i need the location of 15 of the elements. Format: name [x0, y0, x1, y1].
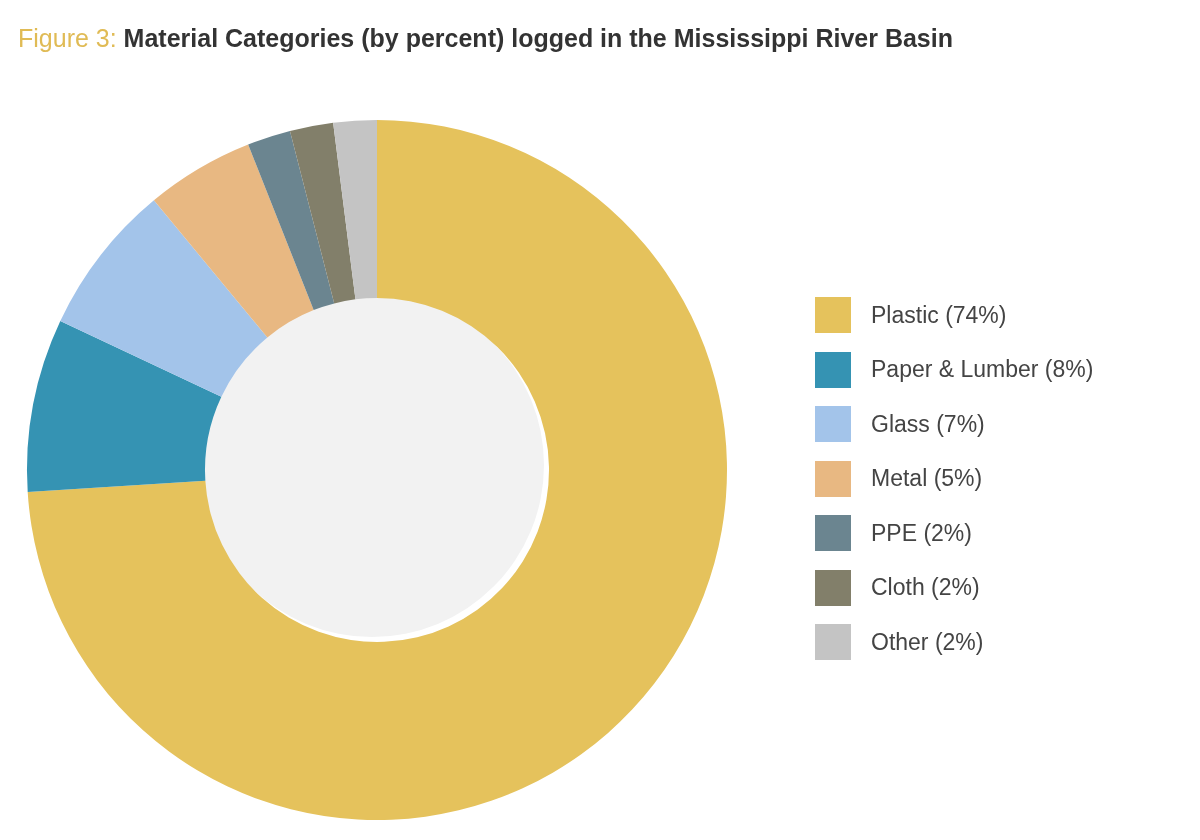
- legend-label: Plastic (74%): [871, 301, 1007, 329]
- legend-label: Paper & Lumber (8%): [871, 356, 1094, 384]
- legend-label: Cloth (2%): [871, 574, 980, 602]
- donut-slice: [27, 120, 727, 820]
- donut-slice: [289, 122, 356, 304]
- donut-slice: [27, 320, 222, 492]
- legend-label: Other (2%): [871, 628, 984, 656]
- donut-slice: [153, 144, 314, 338]
- donut-slice: [333, 120, 377, 300]
- legend-label: Glass (7%): [871, 410, 985, 438]
- legend-label: Metal (5%): [871, 465, 983, 493]
- donut-slice: [60, 200, 268, 397]
- chart-title: Figure 3: Material Categories (by percent) logged in the Mississippi River Basin: [18, 24, 953, 53]
- donut-slice: [248, 131, 335, 311]
- legend-label: PPE (2%): [871, 519, 972, 547]
